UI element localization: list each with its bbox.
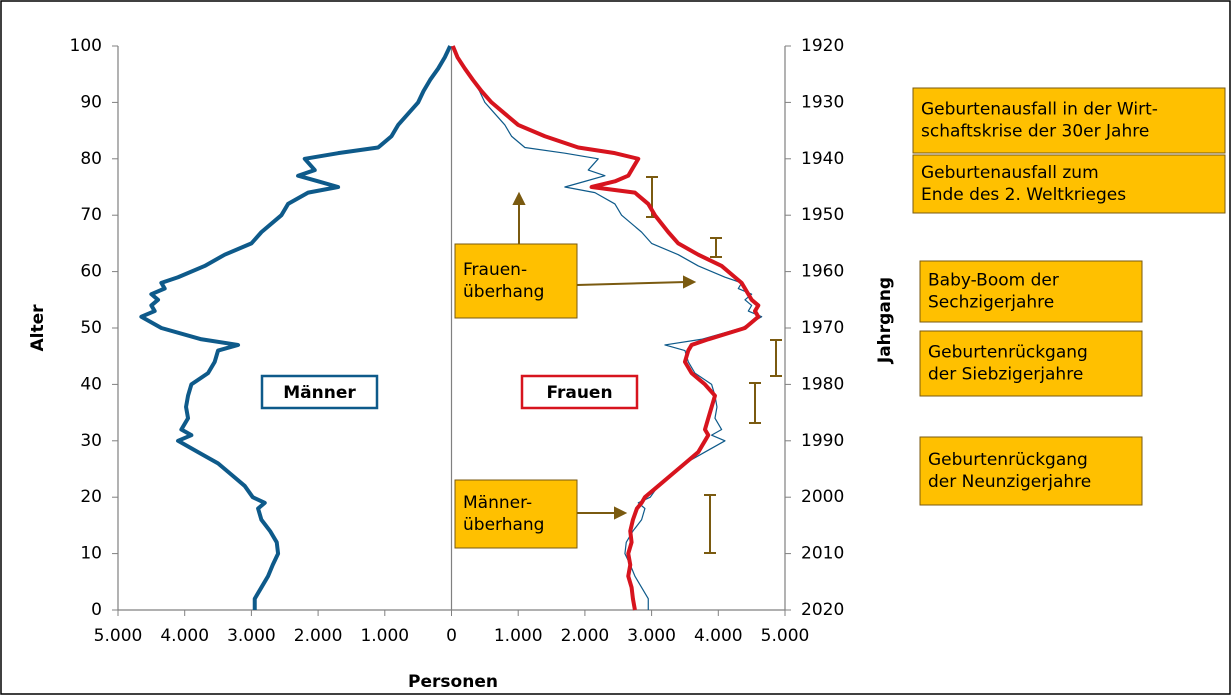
x-tick-label: 2.000 [294,626,343,646]
y2-tick-label: 1920 [801,36,844,56]
x-tick-label: 2.000 [561,626,610,646]
annotation-text: Frauen- [463,260,527,280]
annotation-box [919,260,1143,323]
y2-tick-label: 1970 [801,318,844,338]
y2-tick-label: 2010 [801,544,844,564]
annotation-text: überhang [463,515,544,535]
annotation-box [919,330,1143,397]
annotation-text: Geburtenrückgang [928,343,1088,363]
population-line [139,45,452,610]
y2-axis-title: Jahrgang [875,277,895,364]
x-tick-label: 5.000 [761,626,810,646]
series-label-box [260,374,379,410]
annotation-text: Geburtenausfall in der Wirt- [921,100,1158,120]
y-tick-label: 20 [80,487,102,507]
annotation-box [912,87,1226,154]
x-tick-label: 4.000 [694,626,743,646]
annotation-text: Geburtenausfall zum [921,163,1099,183]
x-tick-label: 1.000 [360,626,409,646]
y-tick-label: 70 [80,205,102,225]
y-tick-label: 0 [91,600,102,620]
y-tick-label: 30 [80,431,102,451]
annotation-box [912,154,1226,214]
y2-tick-label: 1930 [801,92,844,112]
y2-tick-label: 1960 [801,262,844,282]
annotation-text: schaftskrise der 30er Jahre [921,122,1149,142]
range-markers [646,176,782,554]
y-tick-label: 10 [80,544,102,564]
annotation-text: Ende des 2. Weltkrieges [921,185,1126,205]
annotation-box [454,243,578,319]
annotation-text: der Siebzigerjahre [928,365,1083,385]
x-axis-title: Personen [408,672,498,692]
y2-tick-label: 1940 [801,149,844,169]
x-tick-label: 4.000 [160,626,209,646]
y-tick-label: 40 [80,374,102,394]
annotation-text: Männer- [463,493,532,513]
annotation-text: Baby-Boom der [928,271,1059,291]
y2-tick-label: 1990 [801,431,844,451]
annotation-text: der Neunzigerjahre [928,472,1091,492]
y-tick-label: 80 [80,149,102,169]
x-tick-label: 5.000 [94,626,143,646]
series-label: Frauen [546,383,612,403]
annotation-box [919,436,1143,506]
x-tick-label: 1.000 [494,626,543,646]
y-tick-label: 100 [70,36,102,56]
series-label: Männer [283,383,356,403]
x-tick-label: 3.000 [227,626,276,646]
y-tick-label: 60 [80,262,102,282]
annotation-text: überhang [463,282,544,302]
y2-tick-label: 1950 [801,205,844,225]
y2-tick-label: 2020 [801,600,844,620]
arrows [512,191,697,520]
x-tick-label: 0 [446,626,457,646]
annotation-box [454,479,578,549]
y-tick-label: 50 [80,318,102,338]
y2-tick-label: 1980 [801,374,844,394]
annotation-text: Geburtenrückgang [928,450,1088,470]
y-tick-label: 90 [80,92,102,112]
y-axis-title: Alter [28,304,48,352]
x-tick-label: 3.000 [627,626,676,646]
series-label-box [520,374,639,410]
annotation-text: Sechzigerjahre [928,293,1054,313]
y2-tick-label: 2000 [801,487,844,507]
population-line [450,45,761,611]
